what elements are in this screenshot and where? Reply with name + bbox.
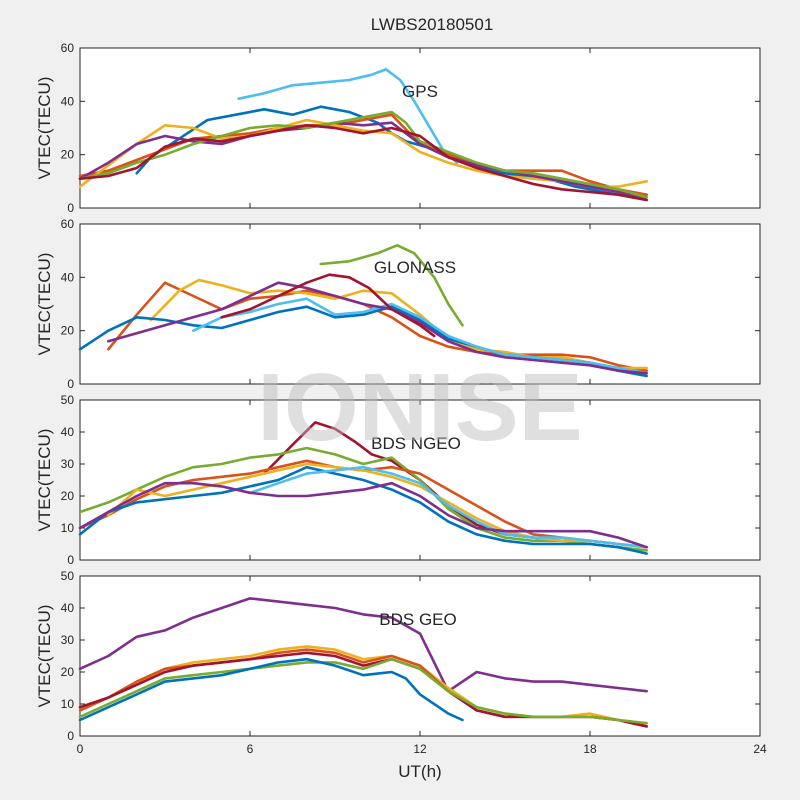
- panel-bds-geo: 0 10 20 30 40 50 VTEC(TECU) BDS GEO 0 6 12 18 24: [35, 569, 767, 756]
- y-tick-label: 40: [61, 94, 75, 108]
- y-tick-label: 0: [67, 377, 74, 391]
- series-line-5: [78, 121, 648, 199]
- series-line-1: [237, 68, 459, 164]
- series-line-6: [107, 281, 648, 375]
- y-axis-label: VTEC(TECU): [35, 605, 54, 708]
- x-tick-label: 0: [77, 742, 84, 756]
- series-line-7: [78, 124, 648, 202]
- y-tick-label: 10: [61, 697, 75, 711]
- y-tick-label: 60: [61, 217, 75, 231]
- y-tick-label: 30: [61, 457, 75, 471]
- panel-gps: 0 20 40 60 VTEC(TECU) GPS: [35, 41, 761, 215]
- panel-label: BDS GEO: [379, 610, 456, 629]
- y-tick-label: 0: [67, 201, 74, 215]
- series-line-6: [78, 110, 648, 199]
- y-tick-label: 60: [61, 41, 75, 55]
- x-tick-label: 24: [753, 742, 767, 756]
- panel-label: GPS: [402, 82, 438, 101]
- series-line-5: [78, 465, 648, 555]
- x-tick-label: 6: [247, 742, 254, 756]
- y-tick-label: 50: [61, 393, 75, 407]
- axes-box: [79, 575, 761, 737]
- series-line-6: [248, 465, 648, 549]
- series-line-7: [220, 273, 436, 338]
- series-line-6: [78, 657, 464, 722]
- series-line-3: [149, 278, 648, 370]
- y-tick-label: 10: [61, 521, 75, 535]
- series-line-4: [107, 462, 648, 549]
- y-tick-label: 40: [61, 425, 75, 439]
- series-line-5: [192, 297, 648, 375]
- y-tick-label: 40: [61, 270, 75, 284]
- x-axis-label: UT(h): [398, 762, 441, 781]
- figure-title: LWBS20180501: [371, 15, 494, 34]
- y-tick-label: 20: [61, 324, 75, 338]
- watermark: IONISE: [257, 354, 582, 461]
- series-line-7: [78, 481, 648, 549]
- panel-glonass: 0 20 40 60 VTEC(TECU) GLONASS: [35, 217, 761, 391]
- y-axis-label: VTEC(TECU): [35, 253, 54, 356]
- y-tick-label: 20: [61, 665, 75, 679]
- y-axis-label: VTEC(TECU): [35, 77, 54, 180]
- y-tick-label: 50: [61, 569, 75, 583]
- series-line-5: [78, 657, 648, 725]
- y-tick-label: 20: [61, 489, 75, 503]
- y-tick-label: 30: [61, 633, 75, 647]
- y-tick-label: 0: [67, 553, 74, 567]
- x-tick-label: 18: [583, 742, 597, 756]
- y-tick-label: 40: [61, 601, 75, 615]
- series-line-3: [78, 113, 648, 196]
- panel-label: BDS NGEO: [371, 434, 461, 453]
- y-tick-label: 0: [67, 729, 74, 743]
- series-line-1: [319, 244, 464, 327]
- series-line-1: [78, 597, 648, 693]
- panel-label: GLONASS: [374, 258, 456, 277]
- y-tick-label: 20: [61, 148, 75, 162]
- y-axis-label: VTEC(TECU): [35, 429, 54, 532]
- panel-bds-ngeo: 0 10 20 30 40 50 VTEC(TECU) BDS NGEO: [35, 393, 761, 567]
- x-tick-label: 12: [413, 742, 427, 756]
